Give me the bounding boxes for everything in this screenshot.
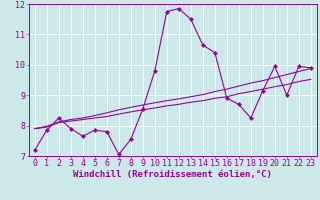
X-axis label: Windchill (Refroidissement éolien,°C): Windchill (Refroidissement éolien,°C) — [73, 170, 272, 179]
